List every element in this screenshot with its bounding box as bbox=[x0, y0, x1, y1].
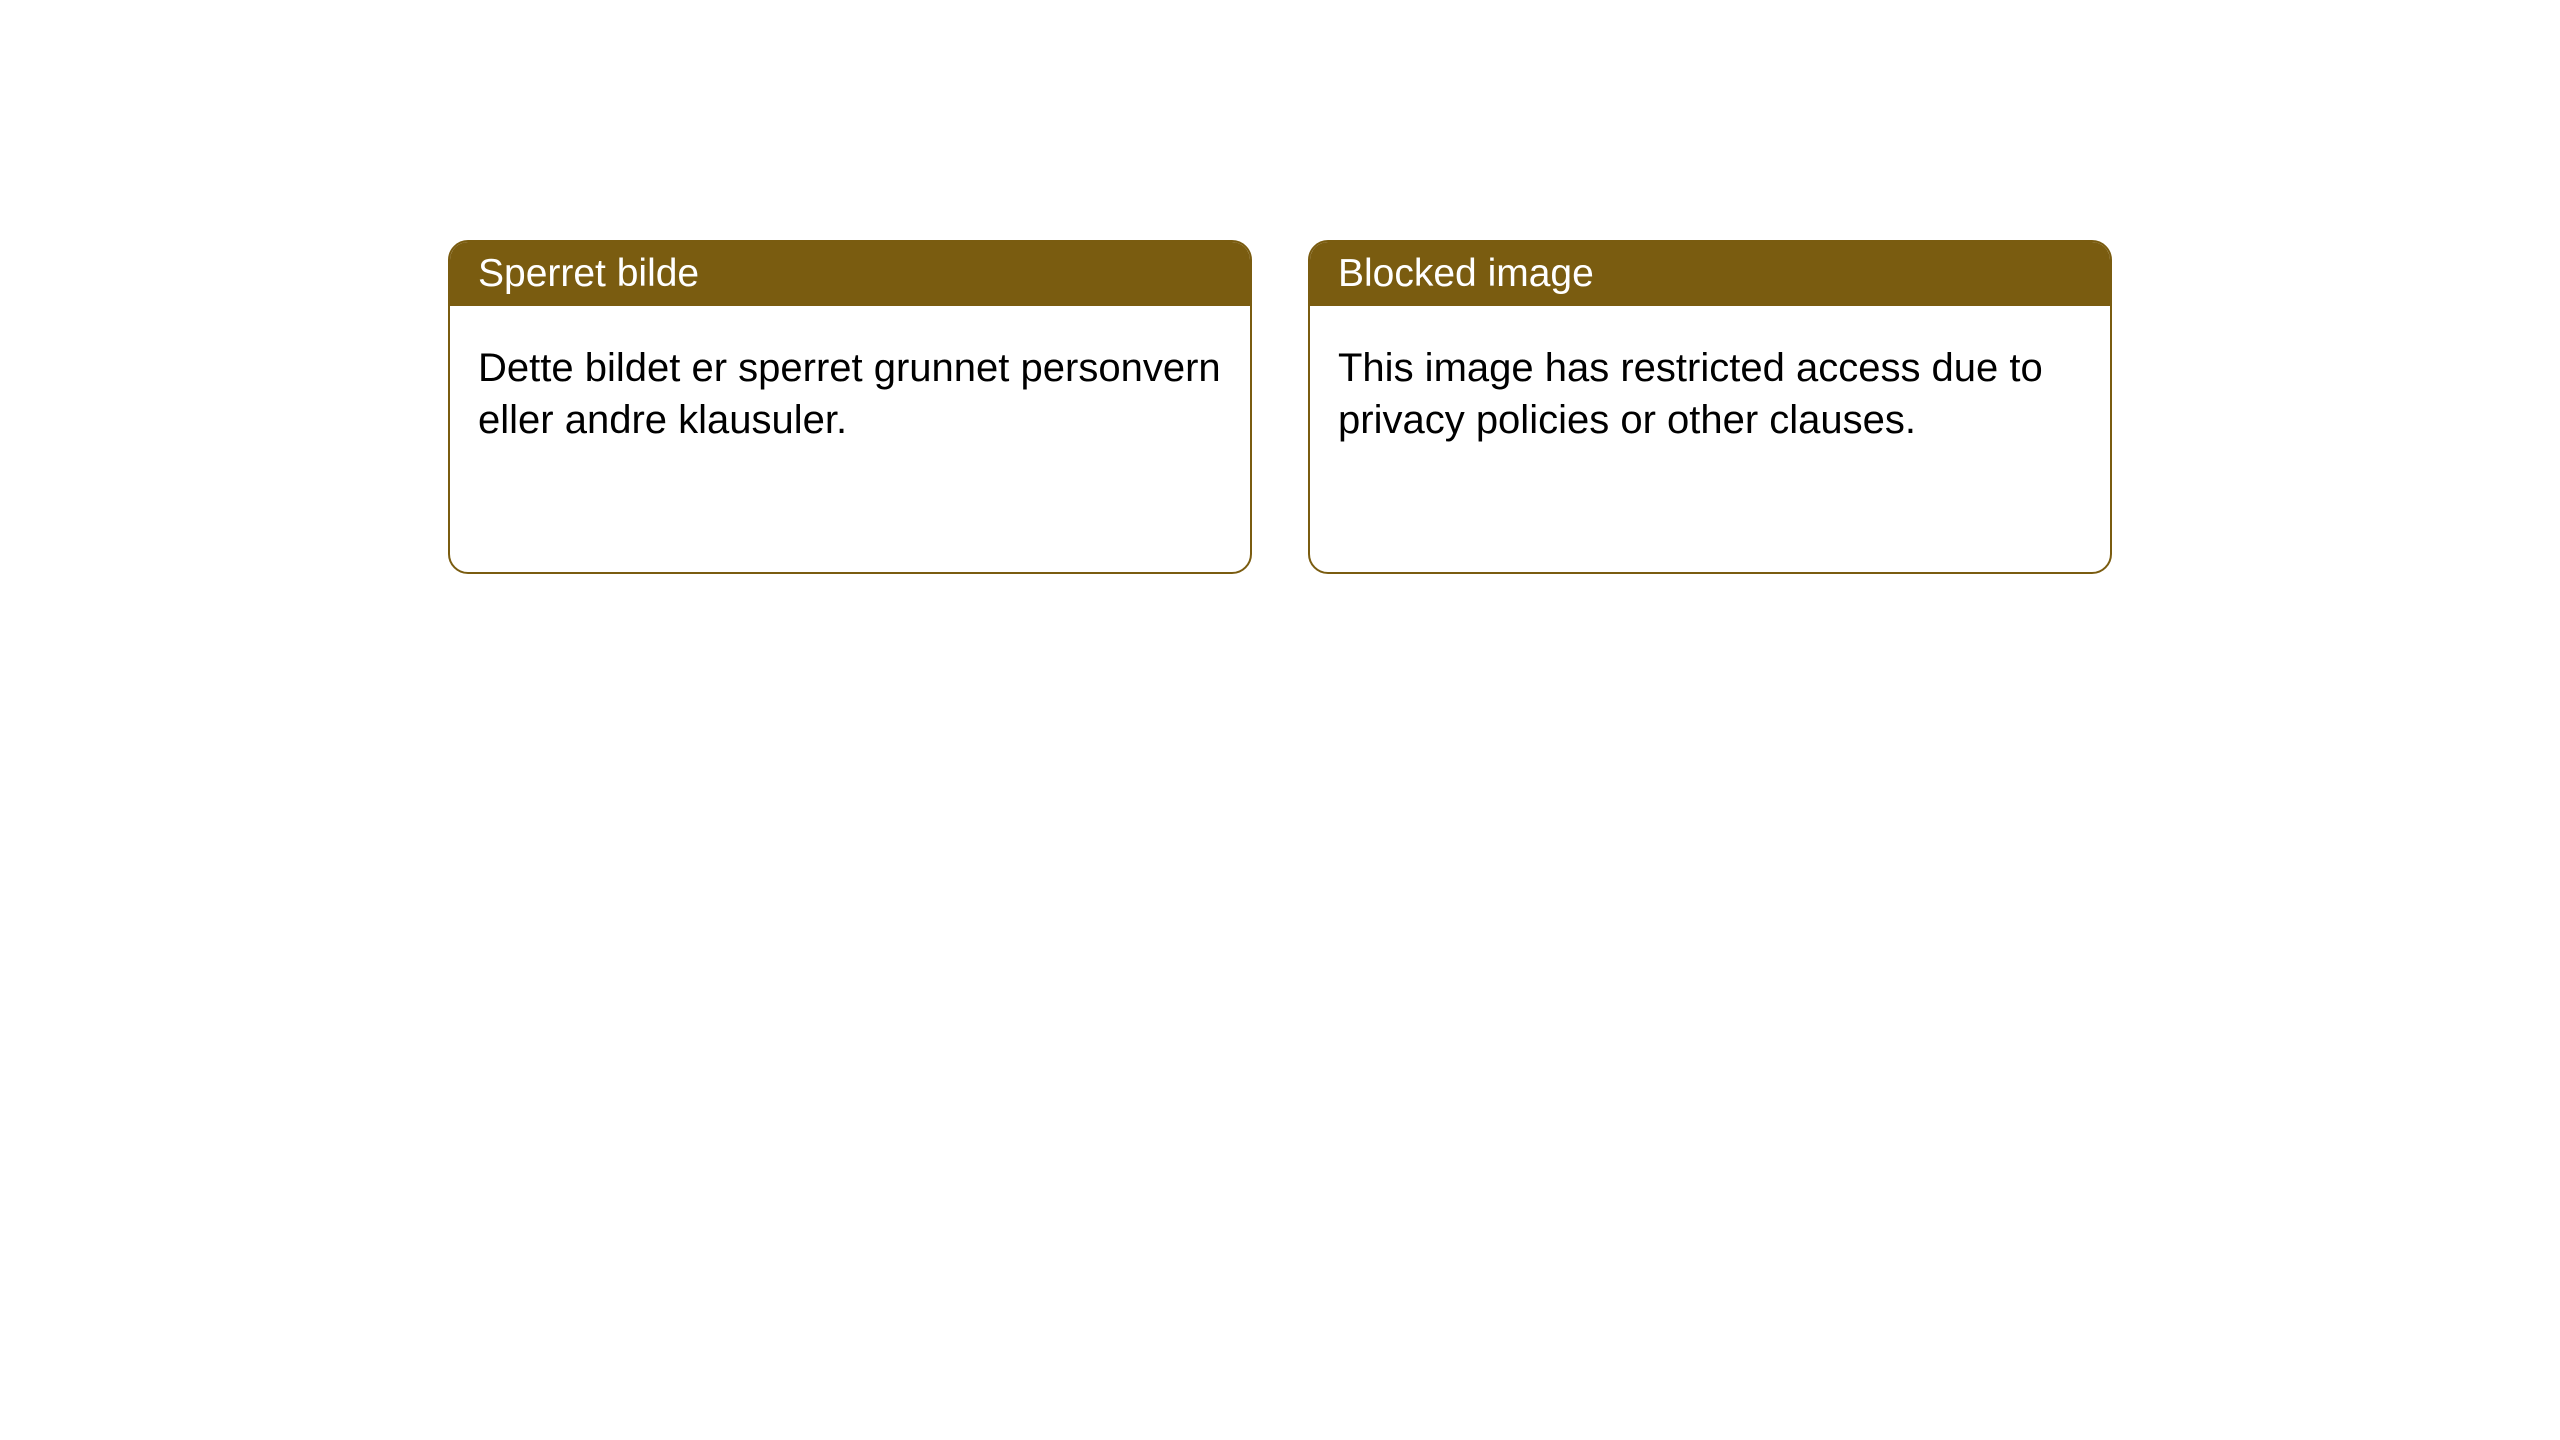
card-body: This image has restricted access due to … bbox=[1310, 306, 2110, 482]
card-header: Sperret bilde bbox=[450, 242, 1250, 306]
card-message: This image has restricted access due to … bbox=[1338, 346, 2043, 442]
card-message: Dette bildet er sperret grunnet personve… bbox=[478, 346, 1221, 442]
card-header: Blocked image bbox=[1310, 242, 2110, 306]
blocked-image-card-en: Blocked image This image has restricted … bbox=[1308, 240, 2112, 574]
card-body: Dette bildet er sperret grunnet personve… bbox=[450, 306, 1250, 482]
card-title: Sperret bilde bbox=[478, 252, 699, 295]
card-title: Blocked image bbox=[1338, 252, 1594, 295]
blocked-image-card-no: Sperret bilde Dette bildet er sperret gr… bbox=[448, 240, 1252, 574]
cards-container: Sperret bilde Dette bildet er sperret gr… bbox=[0, 0, 2560, 574]
